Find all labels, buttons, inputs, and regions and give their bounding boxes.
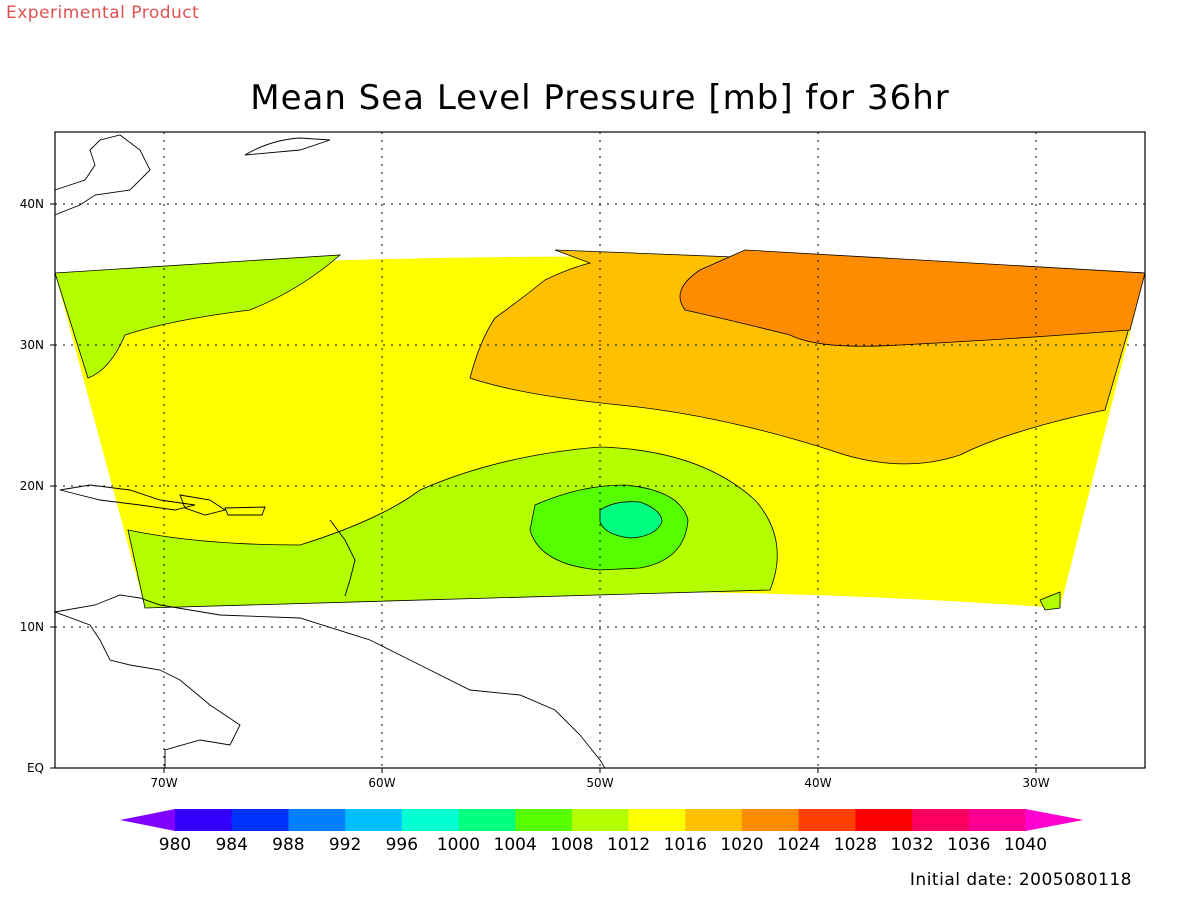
axis-ticks bbox=[50, 203, 1037, 773]
initial-date: Initial date: 2005080118 bbox=[909, 870, 1132, 890]
lon-label-50w: 50W bbox=[586, 776, 614, 790]
colorbar-arrow-high bbox=[1025, 809, 1084, 831]
lat-label-20n: 20N bbox=[19, 479, 44, 493]
colorbar-tick-label: 984 bbox=[215, 835, 248, 855]
coast-nova-scotia bbox=[244, 137, 331, 156]
colorbar-cell bbox=[685, 809, 743, 831]
colorbar-tick-label: 1000 bbox=[436, 835, 481, 855]
colorbar-tick-label: 1020 bbox=[720, 835, 764, 855]
colorbar-tick-label: 996 bbox=[385, 835, 419, 855]
lon-label-70w: 70W bbox=[150, 776, 178, 790]
colorbar-cell bbox=[968, 809, 1026, 831]
coastlines bbox=[53, 134, 606, 769]
lon-label-60w: 60W bbox=[368, 776, 396, 790]
lat-label-10n: 10N bbox=[19, 620, 44, 634]
colorbar-cell bbox=[571, 809, 630, 831]
colorbar-tick-label: 1012 bbox=[606, 835, 651, 855]
colorbar-tick-label: 1040 bbox=[1003, 835, 1048, 855]
region-orange bbox=[679, 249, 1146, 347]
colorbar-tick-label: 1024 bbox=[777, 835, 821, 855]
colorbar-tick-label: 992 bbox=[328, 835, 362, 855]
colorbar-cell bbox=[458, 809, 516, 831]
lat-label-30n: 30N bbox=[19, 338, 44, 352]
lon-label-40w: 40W bbox=[804, 776, 832, 790]
chart-title: Mean Sea Level Pressure [mb] for 36hr bbox=[250, 78, 950, 118]
colorbar-cell bbox=[912, 809, 970, 831]
colorbar-cell bbox=[855, 809, 913, 831]
colorbar-arrow-low bbox=[120, 809, 175, 831]
region-green-northwest bbox=[54, 254, 342, 379]
lat-label-eq: EQ bbox=[26, 761, 44, 775]
experimental-product-label: Experimental Product bbox=[6, 3, 200, 23]
region-green-east-corner bbox=[1039, 591, 1061, 611]
colorbar-tick-label: 1016 bbox=[663, 835, 707, 855]
colorbar-cell bbox=[231, 809, 289, 831]
colorbar-tick-label: 1028 bbox=[833, 835, 878, 855]
colorbar-cell bbox=[175, 809, 233, 831]
colorbar-tick-label: 980 bbox=[158, 835, 192, 855]
colorbar-cell bbox=[401, 809, 459, 831]
lon-label-30w: 30W bbox=[1022, 776, 1050, 790]
coast-cuba bbox=[59, 484, 196, 511]
colorbar-cell bbox=[345, 809, 403, 831]
colorbar-tick-label: 1032 bbox=[890, 835, 934, 855]
colorbar-tick-label: 1008 bbox=[550, 835, 594, 855]
colorbar-cell bbox=[742, 809, 800, 831]
graticule bbox=[55, 132, 1145, 768]
colorbar-tick-label: 988 bbox=[272, 835, 305, 855]
colorbar bbox=[120, 809, 1084, 831]
colorbar-tick-label: 1036 bbox=[947, 835, 991, 855]
pressure-field bbox=[54, 249, 1146, 611]
coast-lesser-antilles bbox=[329, 519, 356, 597]
coast-north-america bbox=[54, 134, 151, 216]
coast-south-america bbox=[53, 594, 606, 769]
lat-label-40n: 40N bbox=[19, 197, 44, 211]
colorbar-cell bbox=[798, 809, 856, 831]
coast-puerto-rico bbox=[224, 506, 266, 516]
colorbar-cell bbox=[515, 809, 573, 831]
colorbar-tick-label: 1004 bbox=[493, 835, 537, 855]
region-low-center bbox=[599, 501, 663, 539]
coast-hispaniola bbox=[179, 494, 227, 516]
colorbar-cell bbox=[288, 809, 346, 831]
colorbar-cell bbox=[628, 809, 686, 831]
